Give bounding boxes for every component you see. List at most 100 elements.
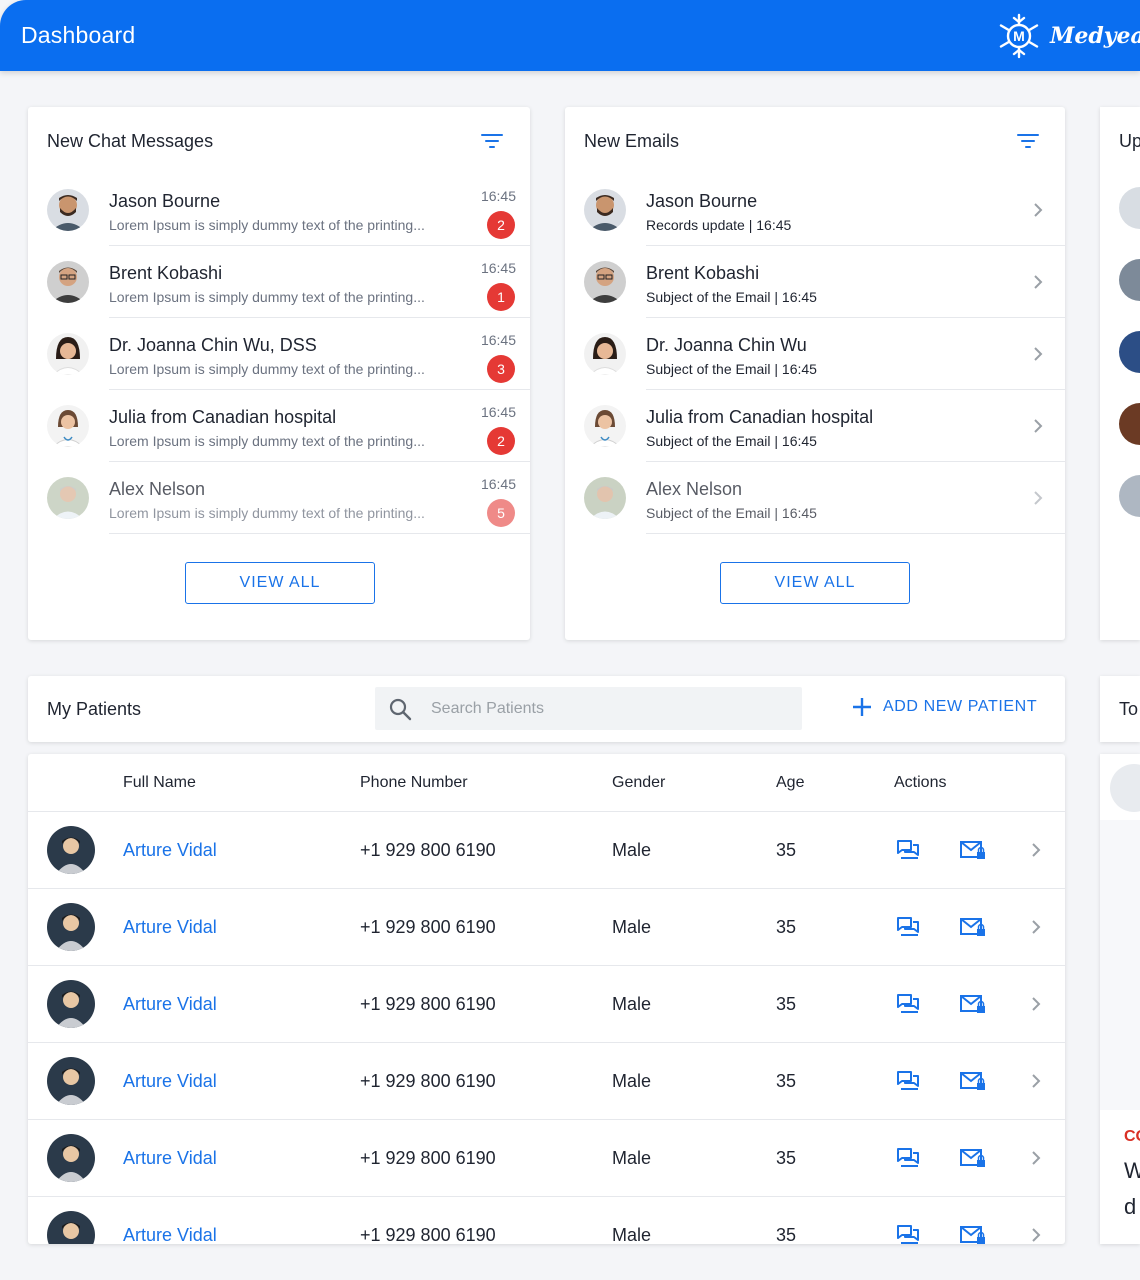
patient-avatar: [47, 1057, 95, 1105]
patient-name-link[interactable]: Arture Vidal: [123, 1071, 217, 1091]
email-item[interactable]: Dr. Joanna Chin Wu Subject of the Email …: [565, 318, 1065, 390]
chat-icon[interactable]: [896, 1147, 920, 1169]
todo-banner: [1100, 820, 1140, 1110]
table-row[interactable]: Arture Vidal +1 929 800 6190 Male 35: [28, 888, 1065, 965]
column-header-phone[interactable]: Phone Number: [360, 774, 468, 791]
emails-view-all-button[interactable]: VIEW ALL: [720, 562, 910, 604]
todo-card: To: [1100, 676, 1140, 742]
add-new-patient-button[interactable]: ADD NEW PATIENT: [851, 696, 1037, 718]
chevron-right-icon[interactable]: [1029, 917, 1043, 937]
table-row[interactable]: Arture Vidal +1 929 800 6190 Male 35: [28, 1119, 1065, 1196]
chat-item[interactable]: Brent Kobashi Lorem Ipsum is simply dumm…: [28, 246, 530, 318]
patient-phone: +1 929 800 6190: [360, 1225, 496, 1244]
patient-avatar: [47, 826, 95, 874]
patient-avatar: [47, 1134, 95, 1182]
patient-phone: +1 929 800 6190: [360, 840, 496, 860]
plus-icon: [853, 698, 871, 716]
chevron-right-icon: [1034, 275, 1043, 289]
mail-lock-icon[interactable]: [960, 993, 986, 1015]
mail-lock-icon[interactable]: [960, 839, 986, 861]
email-item[interactable]: Julia from Canadian hospital Subject of …: [565, 390, 1065, 462]
unread-badge: 1: [487, 283, 515, 311]
avatar: [584, 333, 626, 375]
upcoming-card-title: Up: [1119, 131, 1140, 151]
patient-gender: Male: [612, 1071, 652, 1091]
avatar: [1119, 259, 1140, 301]
chevron-right-icon: [1034, 203, 1043, 217]
chevron-right-icon: [1034, 419, 1043, 433]
filter-icon[interactable]: [1016, 131, 1040, 151]
divider: [646, 245, 1065, 246]
chat-icon[interactable]: [896, 993, 920, 1015]
table-row[interactable]: Arture Vidal +1 929 800 6190 Male 35: [28, 1196, 1065, 1244]
divider: [109, 317, 530, 318]
patient-age: 35: [776, 994, 797, 1014]
chat-icon[interactable]: [896, 1070, 920, 1092]
patient-name-link[interactable]: Arture Vidal: [123, 1148, 217, 1168]
table-row[interactable]: Arture Vidal +1 929 800 6190 Male 35: [28, 1042, 1065, 1119]
todo-content-card: CO W d: [1100, 754, 1140, 1244]
chat-icon[interactable]: [896, 839, 920, 861]
chat-sender: Jason Bourne: [109, 191, 221, 211]
page-title: Dashboard: [21, 22, 136, 48]
patient-phone: +1 929 800 6190: [360, 1071, 496, 1091]
todo-text-line: W: [1124, 1158, 1140, 1183]
chat-item[interactable]: Alex Nelson Lorem Ipsum is simply dummy …: [28, 462, 530, 534]
mail-lock-icon[interactable]: [960, 916, 986, 938]
mail-lock-icon[interactable]: [960, 1147, 986, 1169]
chat-view-all-button[interactable]: VIEW ALL: [185, 562, 375, 604]
brand-logo[interactable]: M Medyear: [996, 12, 1140, 60]
patient-name-link[interactable]: Arture Vidal: [123, 917, 217, 937]
unread-badge: 2: [487, 211, 515, 239]
column-header-gender[interactable]: Gender: [612, 774, 666, 791]
email-subject: Records update | 16:45: [646, 217, 792, 233]
email-item[interactable]: Jason Bourne Records update | 16:45: [565, 174, 1065, 246]
patient-gender: Male: [612, 1148, 652, 1168]
chevron-right-icon[interactable]: [1029, 1225, 1043, 1244]
chat-item[interactable]: Dr. Joanna Chin Wu, DSS Lorem Ipsum is s…: [28, 318, 530, 390]
avatar: [1119, 403, 1140, 445]
avatar: [1119, 187, 1140, 229]
column-header-age[interactable]: Age: [776, 774, 805, 791]
chevron-right-icon[interactable]: [1029, 1148, 1043, 1168]
mail-lock-icon[interactable]: [960, 1224, 986, 1244]
chat-sender: Dr. Joanna Chin Wu, DSS: [109, 335, 317, 355]
chat-time: 16:45: [480, 260, 516, 276]
email-subject: Subject of the Email | 16:45: [646, 505, 817, 521]
avatar: [47, 405, 89, 447]
patient-name-link[interactable]: Arture Vidal: [123, 994, 217, 1014]
column-header-actions: Actions: [894, 774, 947, 791]
chat-messages-card: New Chat Messages Jason Bourne Lorem Ips…: [28, 107, 530, 640]
avatar: [1110, 764, 1140, 812]
patient-name-link[interactable]: Arture Vidal: [123, 840, 217, 860]
chat-icon[interactable]: [896, 916, 920, 938]
email-item[interactable]: Brent Kobashi Subject of the Email | 16:…: [565, 246, 1065, 318]
avatar: [1119, 331, 1140, 373]
patient-name-link[interactable]: Arture Vidal: [123, 1225, 217, 1244]
filter-icon[interactable]: [480, 131, 504, 151]
table-row[interactable]: Arture Vidal +1 929 800 6190 Male 35: [28, 965, 1065, 1042]
chat-item[interactable]: Julia from Canadian hospital Lorem Ipsum…: [28, 390, 530, 462]
top-bar: Dashboard M Medyear: [0, 0, 1140, 71]
chevron-right-icon[interactable]: [1029, 994, 1043, 1014]
chat-item[interactable]: Jason Bourne Lorem Ipsum is simply dummy…: [28, 174, 530, 246]
table-row[interactable]: Arture Vidal +1 929 800 6190 Male 35: [28, 811, 1065, 888]
chat-icon[interactable]: [896, 1224, 920, 1244]
chevron-right-icon: [1034, 491, 1043, 505]
patient-gender: Male: [612, 994, 652, 1014]
column-header-name[interactable]: Full Name: [123, 774, 196, 791]
patients-header: My Patients ADD NEW PATIENT: [28, 676, 1065, 742]
avatar: [584, 405, 626, 447]
search-input[interactable]: [431, 687, 791, 730]
chevron-right-icon[interactable]: [1029, 1071, 1043, 1091]
todo-text-line: d: [1124, 1194, 1137, 1219]
email-item[interactable]: Alex Nelson Subject of the Email | 16:45: [565, 462, 1065, 534]
chat-preview: Lorem Ipsum is simply dummy text of the …: [109, 361, 425, 377]
search-box[interactable]: [375, 687, 802, 730]
patient-age: 35: [776, 1225, 797, 1244]
chat-time: 16:45: [480, 476, 516, 492]
patient-avatar: [47, 1211, 95, 1244]
chevron-right-icon[interactable]: [1029, 840, 1043, 860]
divider: [109, 461, 530, 462]
mail-lock-icon[interactable]: [960, 1070, 986, 1092]
